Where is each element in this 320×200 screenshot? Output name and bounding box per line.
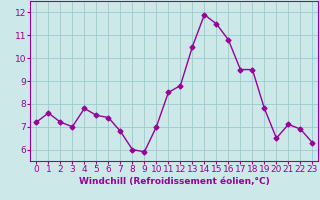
X-axis label: Windchill (Refroidissement éolien,°C): Windchill (Refroidissement éolien,°C): [79, 177, 270, 186]
